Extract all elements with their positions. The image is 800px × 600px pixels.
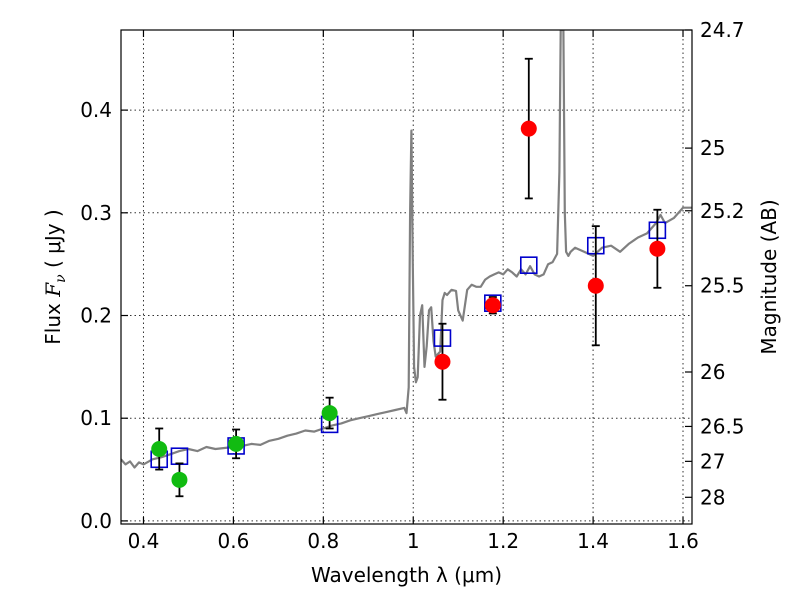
y2-tick-label: 27 — [700, 449, 725, 473]
plot-frame — [120, 29, 693, 525]
x-tick-label: 1.4 — [577, 529, 609, 553]
y2-tick-label: 25 — [700, 136, 725, 160]
x-tick-label: 0.8 — [307, 529, 339, 553]
observed-flux-point — [151, 441, 168, 458]
plot-area — [121, 30, 692, 498]
x-tick-label: 1.6 — [667, 529, 699, 553]
observed-flux-point — [484, 297, 501, 314]
y-tick-label: 0.1 — [80, 406, 112, 430]
x-tick-label: 1.2 — [487, 529, 519, 553]
observed-flux-point — [434, 353, 451, 370]
observed-flux-point — [649, 240, 666, 257]
y-tick-label: 0.2 — [80, 304, 112, 328]
x-tick-label: 0.4 — [128, 529, 160, 553]
y-tick-label: 0.4 — [80, 98, 112, 122]
y2-tick-label: 25.5 — [700, 274, 745, 298]
grid-lines — [121, 30, 692, 524]
flux-unit: ( μJy ) — [41, 209, 65, 274]
y2-tick-label: 24.7 — [700, 18, 745, 42]
model-photometry-square — [519, 256, 538, 274]
y-axis-title: Flux Fν ( μJy ) — [41, 209, 69, 344]
observed-flux-point — [587, 277, 604, 294]
flux-subscript: ν — [53, 274, 69, 283]
x-tick-label: 1 — [407, 529, 420, 553]
observed-flux-point — [321, 405, 338, 422]
y-tick-label: 0.0 — [80, 509, 112, 533]
x-axis-title: Wavelength λ (μm) — [311, 563, 502, 587]
series-group — [121, 30, 692, 498]
y2-tick-label: 25.2 — [700, 199, 745, 223]
y2-tick-label: 28 — [700, 485, 725, 509]
observed-flux-point — [520, 120, 537, 137]
y2-tick-label: 26 — [700, 360, 725, 384]
model-spectrum-line — [121, 30, 692, 469]
y2-tick-label: 26.5 — [700, 414, 745, 438]
y-axis-right-magnitude: 24.7 25 25.2 25.5 26 26.5 27 28 — [685, 18, 745, 509]
x-axis: 0.4 0.6 0.8 1 1.2 1.4 1.6 — [128, 30, 699, 553]
observed-flux-point — [171, 471, 188, 488]
right-axis-title: Magnitude (AB) — [757, 199, 781, 354]
x-tick-label: 0.6 — [217, 529, 249, 553]
y-axis-left: 0.0 0.1 0.2 0.3 0.4 — [80, 98, 128, 533]
y-tick-label: 0.3 — [80, 201, 112, 225]
observed-flux-point — [228, 435, 245, 452]
flux-symbol: F — [41, 282, 65, 298]
